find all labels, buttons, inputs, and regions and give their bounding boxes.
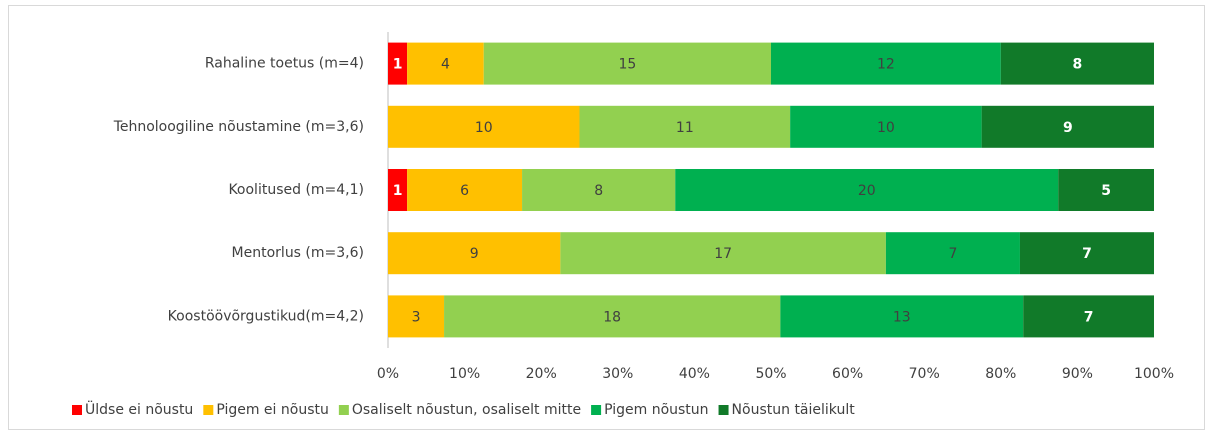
data-label: 10: [475, 120, 493, 136]
bar-segment: [981, 105, 1154, 148]
data-label: 18: [603, 309, 621, 325]
y-tick-label: Rahaline toetus (m=4): [205, 56, 364, 72]
x-tick-label: 40%: [679, 366, 710, 382]
data-label: 17: [714, 246, 732, 262]
data-label: 1: [393, 183, 403, 199]
x-tick-label: 30%: [602, 366, 633, 382]
bar-segment: [407, 169, 523, 211]
y-tick-label: Koolitused (m=4,1): [228, 182, 364, 198]
x-tick-label: 70%: [909, 366, 940, 382]
x-tick-label: 90%: [1062, 366, 1093, 382]
data-label: 6: [460, 183, 469, 199]
x-tick-label: 50%: [755, 366, 786, 382]
data-label: 7: [948, 246, 957, 262]
x-tick-label: 60%: [832, 366, 863, 382]
data-label: 10: [877, 120, 895, 136]
data-label: 8: [594, 183, 603, 199]
x-tick-label: 20%: [526, 366, 557, 382]
data-label: 11: [676, 120, 694, 136]
bar-segment: [790, 105, 982, 148]
bar-segment: [407, 42, 484, 85]
bar-segment: [1023, 295, 1154, 338]
data-label: 9: [1063, 120, 1073, 136]
legend-swatch: [591, 405, 602, 415]
legend-swatch: [72, 405, 82, 415]
bar-segment: [388, 295, 445, 338]
bar-segment: [780, 295, 1024, 338]
data-label: 13: [893, 309, 911, 325]
y-tick-label: Mentorlus (m=3,6): [232, 245, 364, 261]
data-label: 15: [618, 57, 636, 73]
data-label: 7: [1084, 309, 1094, 325]
legend-swatch: [718, 405, 729, 415]
bar-segment: [579, 105, 791, 148]
x-tick-label: 10%: [449, 366, 480, 382]
data-label: 5: [1101, 183, 1111, 199]
x-tick-label: 0%: [377, 366, 399, 382]
y-tick-label: Tehnoloogiline nõustamine (m=3,6): [113, 119, 364, 135]
bar-segment: [483, 42, 771, 85]
bar-segment: [560, 232, 886, 275]
x-tick-label: 80%: [985, 366, 1016, 382]
bar-segment: [522, 169, 676, 211]
x-tick-label: 100%: [1134, 366, 1174, 382]
data-label: 1: [393, 57, 403, 73]
legend-label: Üldse ei nõustu: [85, 400, 193, 418]
data-label: 12: [877, 57, 895, 73]
data-label: 20: [858, 183, 876, 199]
data-label: 3: [412, 309, 421, 325]
data-label: 4: [441, 57, 450, 73]
data-label: 7: [1082, 246, 1092, 262]
legend-label: Pigem nõustun: [604, 402, 708, 418]
bar-segment: [675, 169, 1059, 211]
bar-segment: [771, 42, 1001, 85]
legend-swatch: [338, 405, 349, 415]
bar-segment: [444, 295, 781, 338]
bar-segment: [1019, 232, 1154, 275]
legend-label: Nõustun täielikult: [732, 402, 856, 418]
legend-label: Pigem ei nõustu: [216, 402, 329, 418]
bar-segment: [388, 232, 561, 275]
bar-segment: [885, 232, 1020, 275]
bar-segment: [1058, 169, 1154, 211]
data-label: 8: [1073, 57, 1083, 73]
legend-label: Osaliselt nõustun, osaliselt mitte: [352, 402, 581, 418]
bar-segment: [388, 42, 408, 85]
bar-segment: [1000, 42, 1154, 85]
y-tick-label: Koostöövõrgustikud(m=4,2): [168, 308, 364, 324]
legend-swatch: [203, 405, 214, 415]
bar-segment: [388, 105, 580, 148]
data-label: 9: [470, 246, 479, 262]
bar-segment: [388, 169, 408, 211]
